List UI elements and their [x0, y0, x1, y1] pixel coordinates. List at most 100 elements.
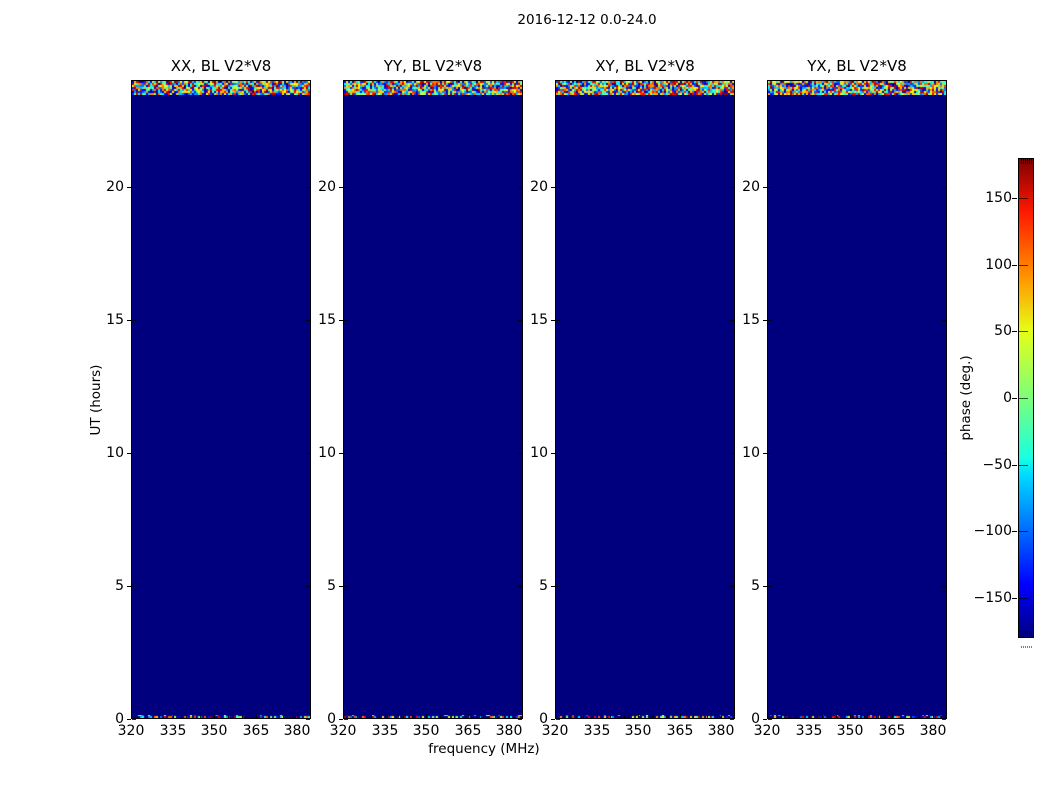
y-tick-mark	[942, 586, 946, 587]
colorbar-tick-mark	[1012, 265, 1017, 266]
colorbar-tick-mark	[1019, 531, 1028, 532]
colorbar-tick-mark	[1012, 398, 1017, 399]
y-tick-label: 0	[327, 711, 336, 727]
colorbar-minor-tick	[1031, 631, 1032, 636]
y-tick-mark	[127, 320, 131, 321]
colorbar-tick-mark	[1019, 265, 1028, 266]
colorbar-minor-tick	[1029, 159, 1030, 164]
colorbar-minor-tick	[1029, 646, 1030, 648]
y-tick-mark	[556, 187, 560, 188]
bottom-noise-row	[132, 715, 310, 718]
y-tick-mark	[768, 719, 772, 720]
x-minor-tick-mark	[583, 715, 584, 718]
x-tick-mark	[933, 713, 934, 718]
x-minor-tick-mark	[624, 715, 625, 718]
colorbar-tick-mark	[1019, 465, 1028, 466]
y-tick-mark	[518, 586, 522, 587]
x-minor-tick-mark	[228, 715, 229, 718]
x-minor-tick-mark	[357, 715, 358, 718]
y-tick-label: 0	[115, 711, 124, 727]
colorbar-tick-mark	[1012, 531, 1017, 532]
x-minor-tick-mark	[905, 715, 906, 718]
subplot-title: XX, BL V2*V8	[170, 57, 272, 75]
colorbar-minor-tick	[1031, 159, 1032, 164]
colorbar-minor-tick	[1029, 631, 1030, 636]
y-tick-mark	[132, 586, 136, 587]
y-tick-mark	[127, 586, 131, 587]
y-tick-mark	[127, 187, 131, 188]
y-tick-mark	[306, 719, 310, 720]
y-tick-label: 20	[742, 179, 760, 195]
x-minor-tick-mark	[159, 715, 160, 718]
colorbar-minor-tick	[1025, 159, 1026, 164]
x-minor-tick-mark	[693, 715, 694, 718]
x-tick-label: 380	[707, 723, 735, 739]
colorbar-tick-label: −100	[973, 523, 1012, 539]
colorbar-minor-tick	[1025, 631, 1026, 636]
x-minor-tick-mark	[878, 715, 879, 718]
x-tick-mark	[173, 713, 174, 718]
y-tick-mark	[344, 719, 348, 720]
y-tick-label: 0	[539, 711, 548, 727]
figure-title: 2016-12-12 0.0-24.0	[517, 12, 657, 28]
colorbar-tick-label: −50	[982, 457, 1012, 473]
x-tick-mark	[767, 713, 768, 718]
x-minor-tick-mark	[822, 715, 823, 718]
y-tick-mark	[768, 586, 772, 587]
x-tick-mark	[256, 713, 257, 718]
y-tick-mark	[730, 586, 734, 587]
x-tick-label: 365	[666, 723, 694, 739]
y-tick-mark	[339, 586, 343, 587]
subplot-title: YX, BL V2*V8	[807, 57, 907, 75]
y-tick-mark	[306, 453, 310, 454]
y-tick-label: 5	[327, 578, 336, 594]
colorbar-tick-label: −150	[973, 590, 1012, 606]
y-tick-label: 15	[318, 312, 336, 328]
x-tick-label: 365	[242, 723, 270, 739]
y-tick-mark	[556, 453, 560, 454]
colorbar-tick-label: 50	[994, 323, 1012, 339]
x-minor-tick-mark	[200, 715, 201, 718]
x-tick-label: 380	[919, 723, 947, 739]
x-minor-tick-mark	[283, 715, 284, 718]
y-tick-label: 15	[742, 312, 760, 328]
y-tick-label: 10	[742, 445, 760, 461]
x-minor-tick-mark	[242, 715, 243, 718]
colorbar-tick-mark	[1019, 331, 1028, 332]
y-tick-mark	[942, 187, 946, 188]
y-tick-mark	[556, 586, 560, 587]
y-tick-label: 5	[115, 578, 124, 594]
subplot-title: XY, BL V2*V8	[595, 57, 695, 75]
y-tick-label: 15	[106, 312, 124, 328]
x-tick-mark	[343, 713, 344, 718]
x-tick-label: 320	[329, 723, 357, 739]
colorbar-minor-tick	[1023, 646, 1024, 648]
colorbar-minor-tick	[1023, 159, 1024, 164]
x-tick-mark	[809, 713, 810, 718]
top-noise-band	[556, 81, 734, 95]
colorbar-minor-tick	[1027, 631, 1028, 636]
bottom-noise-row	[768, 715, 946, 718]
x-tick-mark	[850, 713, 851, 718]
y-tick-mark	[551, 719, 555, 720]
y-tick-mark	[344, 586, 348, 587]
heatmap-area	[555, 80, 735, 719]
y-tick-mark	[518, 187, 522, 188]
bottom-noise-row	[556, 715, 734, 718]
x-minor-tick-mark	[371, 715, 372, 718]
x-tick-mark	[680, 713, 681, 718]
x-minor-tick-mark	[707, 715, 708, 718]
subplot-xy: XY, BL V2*V8 0 5 10 15 20 320 335 350 365 380	[530, 0, 735, 800]
y-tick-mark	[551, 187, 555, 188]
y-tick-mark	[730, 187, 734, 188]
x-tick-mark	[892, 713, 893, 718]
x-minor-tick-mark	[781, 715, 782, 718]
x-minor-tick-mark	[919, 715, 920, 718]
x-tick-mark	[555, 713, 556, 718]
x-minor-tick-mark	[495, 715, 496, 718]
x-minor-tick-mark	[269, 715, 270, 718]
y-tick-label: 15	[530, 312, 548, 328]
x-tick-mark	[297, 713, 298, 718]
y-tick-mark	[763, 453, 767, 454]
y-tick-mark	[518, 320, 522, 321]
